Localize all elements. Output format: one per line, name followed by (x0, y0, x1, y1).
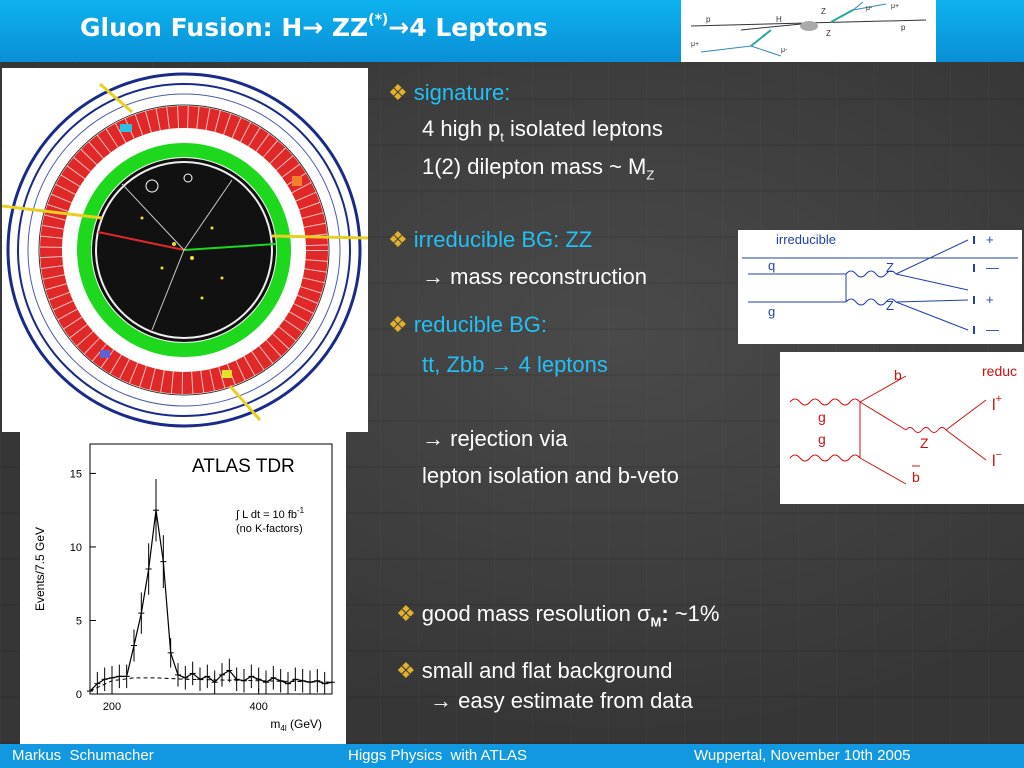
svg-text:b: b (912, 469, 920, 485)
y-tick-label: 5 (76, 615, 82, 627)
svg-text:irreducible: irreducible (776, 232, 836, 247)
footer-talk: Higgs Physics with ATLAS (348, 747, 527, 764)
diamond-bullet-icon: ❖ (388, 80, 408, 105)
mass-histogram: 0 5 10 15 200 400 Events/7.5 GeV m4l (GeV) ∫ L d… (20, 432, 346, 744)
background-line-1: ❖ small and flat background (396, 658, 673, 683)
label-mu-plus-left: μ+ (691, 41, 699, 48)
diamond-bullet-icon: ❖ (388, 312, 408, 337)
signal-plus-background-line (89, 510, 333, 692)
label-z-bottom: Z (826, 29, 831, 38)
svg-text:Z: Z (920, 435, 929, 451)
svg-text:l−: l− (992, 449, 1002, 470)
plot-frame (89, 443, 333, 695)
diamond-bullet-icon: ❖ (388, 227, 408, 252)
label-mu-minus-right: μ- (866, 5, 873, 12)
signature-line-1: 4 high pt isolated leptons (422, 116, 663, 145)
reducible-line-1: tt, Zbb → 4 leptons (422, 352, 608, 377)
label-p-right: p (901, 23, 906, 32)
label-mu-plus-right: μ+ (891, 3, 899, 10)
y-tick-label: 10 (70, 542, 82, 554)
background-dashed-line (89, 677, 333, 692)
svg-text:+: + (986, 292, 994, 307)
label-mu-minus-left: μ- (781, 47, 788, 54)
resolution-line: ❖ good mass resolution σM: ~1% (396, 601, 720, 630)
arrow-right-icon: → (422, 426, 444, 451)
svg-text:g: g (768, 304, 775, 319)
svg-text:b: b (894, 367, 902, 383)
y-tick-label: 0 (76, 689, 82, 701)
svg-text:+: + (986, 232, 994, 247)
arrow-right-icon: → (490, 352, 513, 377)
x-tick-label: 200 (103, 701, 121, 713)
diamond-bullet-icon: ❖ (396, 658, 416, 683)
label-h: H (776, 15, 782, 24)
reducible-heading: ❖ reducible BG: (388, 312, 548, 337)
signature-line-2: 1(2) dilepton mass ~ MZ (422, 154, 655, 183)
svg-text:—: — (986, 260, 999, 275)
footer-bar: Markus Schumacher Higgs Physics with ATL… (0, 744, 1024, 768)
reducible-line-3: lepton isolation and b-veto (422, 463, 679, 488)
diamond-bullet-icon: ❖ (396, 601, 416, 626)
footer-venue: Wuppertal, November 10th 2005 (694, 747, 911, 764)
title-feynman-diagram: p H Z p Z μ+ μ- μ- μ+ (681, 0, 936, 62)
svg-text:reduc: reduc (982, 363, 1017, 379)
y-tick-label: 15 (70, 468, 82, 480)
label-p-left: p (706, 15, 711, 24)
svg-text:g: g (818, 431, 826, 447)
slide-title: Gluon Fusion: H→ ZZ(*)→4 Leptons (80, 12, 548, 42)
svg-text:g: g (818, 409, 826, 425)
atlas-tdr-label: ATLAS TDR (192, 456, 295, 477)
arrow-right-icon: → (422, 264, 444, 289)
x-tick-label: 400 (249, 701, 267, 713)
svg-text:—: — (986, 322, 999, 337)
arrow-right-icon: → (430, 688, 452, 713)
svg-text:l+: l+ (992, 393, 1002, 414)
svg-text:Z: Z (886, 298, 894, 313)
footer-author: Markus Schumacher (12, 747, 154, 764)
irreducible-feynman-diagram: irreducible q g Z Z + — + — (738, 230, 1022, 344)
background-line-2: → easy estimate from data (430, 688, 693, 713)
kfactor-annotation: (no K-factors) (236, 523, 303, 535)
svg-text:q: q (768, 258, 775, 273)
signature-heading: ❖ signature: (388, 80, 511, 105)
reducible-feynman-diagram: reduc b b g g Z l+ l− (780, 352, 1024, 504)
x-axis-label: m4l (GeV) (270, 717, 322, 733)
irreducible-heading: ❖ irreducible BG: ZZ (388, 227, 593, 252)
svg-text:Z: Z (886, 260, 894, 275)
lumi-annotation: ∫ L dt = 10 fb-1 (235, 506, 305, 521)
atlas-event-display (1, 68, 369, 432)
reducible-line-2: → rejection via (422, 426, 568, 451)
label-z-top: Z (821, 7, 826, 16)
y-axis-label: Events/7.5 GeV (33, 527, 47, 611)
irreducible-line-1: → mass reconstruction (422, 264, 647, 289)
